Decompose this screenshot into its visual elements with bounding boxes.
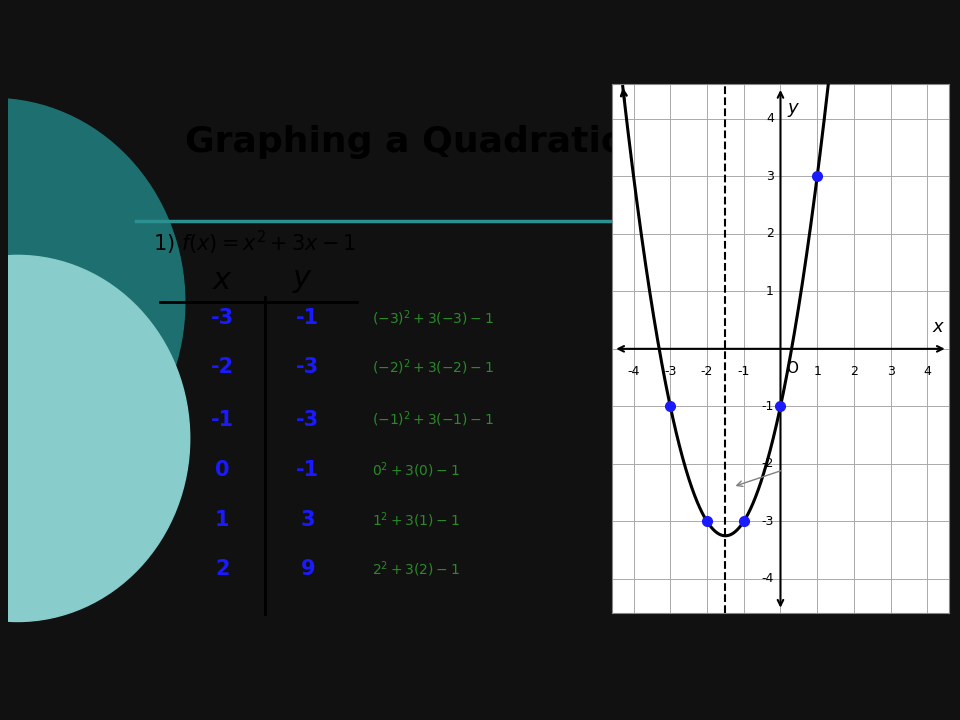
Text: $y$: $y$ [787,102,801,120]
Text: -1: -1 [297,460,320,480]
Text: -1: -1 [737,365,750,378]
Text: $(-3)^2+3(-3)-1$: $(-3)^2+3(-3)-1$ [372,308,493,328]
Text: -2: -2 [761,457,774,470]
Text: 0: 0 [215,460,229,480]
Text: 1: 1 [215,510,229,530]
Text: $0^2 +3(0) - 1$: $0^2 +3(0) - 1$ [372,460,460,480]
Text: $\mathbf{\mathit{x}}$: $\mathbf{\mathit{x}}$ [211,266,232,295]
Text: 1: 1 [766,285,774,298]
Text: $(-2)^2+3(-2)-1$: $(-2)^2+3(-2)-1$ [372,358,493,377]
Circle shape [0,256,190,621]
Text: Parabola
U-shaped: Parabola U-shaped [864,114,936,149]
Text: Graphing a Quadratic (Table): Graphing a Quadratic (Table) [185,125,775,158]
Text: 3: 3 [887,365,895,378]
Text: 3: 3 [766,170,774,183]
Text: -1: -1 [761,400,774,413]
Text: $2^2 +3(2) -1$: $2^2 +3(2) -1$ [372,559,460,579]
Text: O: O [786,361,798,377]
Text: 2: 2 [215,559,229,579]
Text: -4: -4 [628,365,639,378]
Text: -3: -3 [210,308,233,328]
Text: -1: -1 [210,410,233,430]
Text: -2: -2 [701,365,713,378]
Text: 2: 2 [766,228,774,240]
Text: $x$: $x$ [932,318,945,336]
Text: -3: -3 [664,365,677,378]
Text: 4: 4 [924,365,931,378]
Text: -3: -3 [297,357,320,377]
Text: 1) $f(x) = x^2 + 3x - 1$: 1) $f(x) = x^2 + 3x - 1$ [154,229,356,258]
Circle shape [0,99,184,506]
Text: $(-1)^2+3(-1)-1$: $(-1)^2+3(-1)-1$ [372,410,493,429]
Text: 3: 3 [300,510,315,530]
Text: 1: 1 [813,365,821,378]
Text: 4: 4 [766,112,774,125]
Text: -1: -1 [297,308,320,328]
Text: -3: -3 [297,410,320,430]
Text: $1^2 +3(1) -1$: $1^2 +3(1) -1$ [372,510,460,530]
Text: Graph the following by making a table of values.: Graph the following by making a table of… [226,166,734,186]
Text: $\mathbf{\mathit{y}}$: $\mathbf{\mathit{y}}$ [292,266,314,295]
Text: 2: 2 [850,365,858,378]
Text: 9: 9 [300,559,315,579]
Text: -3: -3 [761,515,774,528]
Text: -2: -2 [210,357,233,377]
Text: -4: -4 [761,572,774,585]
